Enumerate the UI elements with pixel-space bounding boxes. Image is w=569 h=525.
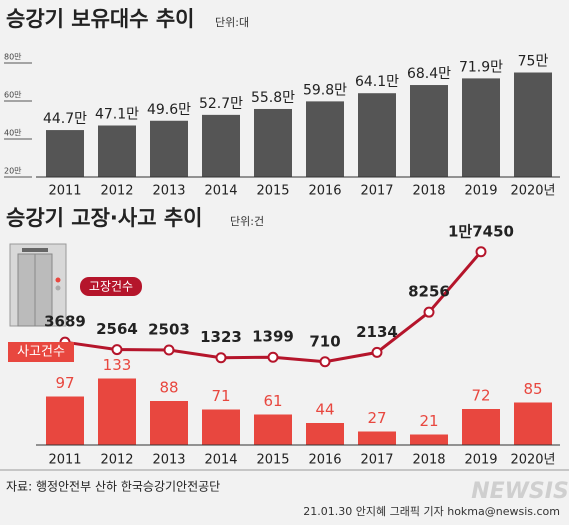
x-tick-label: 2017	[360, 184, 393, 199]
bar	[98, 378, 136, 445]
x-tick-label: 2014	[204, 184, 237, 199]
bar	[254, 414, 292, 445]
x-tick-label: 2012	[100, 184, 133, 199]
value-label: 71	[211, 387, 230, 405]
value-label: 88	[159, 379, 178, 397]
x-tick-label: 2018	[412, 184, 445, 199]
chart-title: 승강기 고장·사고 추이	[6, 206, 202, 230]
value-label: 71.9만	[459, 59, 503, 75]
x-tick-label: 2015	[256, 453, 289, 468]
elevator-icon	[9, 243, 67, 327]
point	[111, 344, 123, 356]
bar	[202, 409, 240, 445]
x-tick-label: 2015	[256, 184, 289, 199]
y-tick-label: 40만	[4, 129, 22, 138]
value-label: 55.8만	[251, 90, 295, 106]
value-label: 68.4만	[407, 66, 451, 82]
value-label: 59.8만	[303, 82, 347, 98]
point	[215, 352, 227, 364]
bar	[462, 78, 500, 177]
bar	[514, 72, 552, 177]
bar	[98, 125, 136, 177]
legend-box	[8, 342, 74, 362]
bar	[410, 85, 448, 177]
value-label: 8256	[408, 283, 450, 301]
value-label: 97	[55, 374, 74, 392]
x-tick-label: 2013	[152, 453, 185, 468]
bar	[410, 434, 448, 445]
x-tick-label: 2014	[204, 453, 237, 468]
value-label: 61	[263, 392, 282, 410]
value-label: 49.6만	[147, 102, 191, 118]
value-label: 710	[309, 332, 340, 350]
y-tick-label: 80만	[4, 53, 22, 62]
bar	[306, 101, 344, 177]
credit: 21.01.30 안지혜 그래픽 기자 hokma@newsis.com	[303, 505, 560, 518]
watermark: NEWSIS	[471, 479, 569, 504]
bar	[514, 402, 552, 445]
source: 자료: 행정안전부 산하 한국승강기안전공단	[6, 479, 220, 494]
x-tick-label: 2017	[360, 453, 393, 468]
value-label: 75만	[518, 54, 549, 70]
bar	[358, 431, 396, 445]
value-label: 44.7만	[43, 111, 87, 127]
value-label: 72	[471, 387, 490, 405]
value-label: 1399	[252, 328, 294, 346]
bar	[46, 130, 84, 177]
value-label: 2564	[96, 320, 138, 338]
chart-title: 승강기 보유대수 추이	[6, 7, 195, 31]
value-label: 64.1만	[355, 74, 399, 90]
value-label: 21	[419, 412, 438, 430]
value-label: 1만7450	[448, 222, 514, 240]
value-label: 2134	[356, 323, 398, 341]
value-label: 2503	[148, 320, 190, 338]
x-tick-label: 2016	[308, 453, 341, 468]
x-tick-label: 2019	[464, 184, 497, 199]
value-label: 52.7만	[199, 96, 243, 112]
point	[371, 346, 383, 358]
bar	[46, 396, 84, 445]
x-tick-label: 2016	[308, 184, 341, 199]
x-tick-label: 2018	[412, 453, 445, 468]
value-label: 85	[523, 380, 542, 398]
x-tick-label: 2011	[48, 184, 81, 199]
x-tick-label: 2020년	[510, 453, 555, 468]
x-tick-label: 2020년	[510, 184, 555, 199]
bar	[462, 409, 500, 445]
value-label: 133	[103, 356, 132, 374]
bar	[358, 93, 396, 177]
point	[475, 246, 487, 258]
unit: 단위:건	[230, 215, 264, 228]
value-label: 3689	[44, 313, 86, 331]
bar	[254, 108, 292, 177]
x-tick-label: 2012	[100, 453, 133, 468]
value-label: 1323	[200, 328, 242, 346]
value-label: 47.1만	[95, 107, 139, 123]
point	[423, 306, 435, 318]
bar	[150, 401, 188, 445]
bar	[202, 114, 240, 177]
y-tick-label: 60만	[4, 91, 22, 100]
point	[267, 351, 279, 363]
point	[163, 344, 175, 356]
x-tick-label: 2019	[464, 453, 497, 468]
bar	[150, 120, 188, 177]
y-tick-label: 20만	[4, 167, 22, 176]
legend-pill	[80, 277, 142, 296]
x-tick-label: 2013	[152, 184, 185, 199]
unit: 단위:대	[215, 16, 249, 29]
x-tick-label: 2011	[48, 453, 81, 468]
legend-label: 사고건수	[17, 345, 65, 360]
value-label: 44	[315, 401, 334, 419]
point	[319, 356, 331, 368]
bar	[306, 423, 344, 445]
legend-label: 고장건수	[89, 280, 133, 294]
value-label: 27	[367, 409, 386, 427]
